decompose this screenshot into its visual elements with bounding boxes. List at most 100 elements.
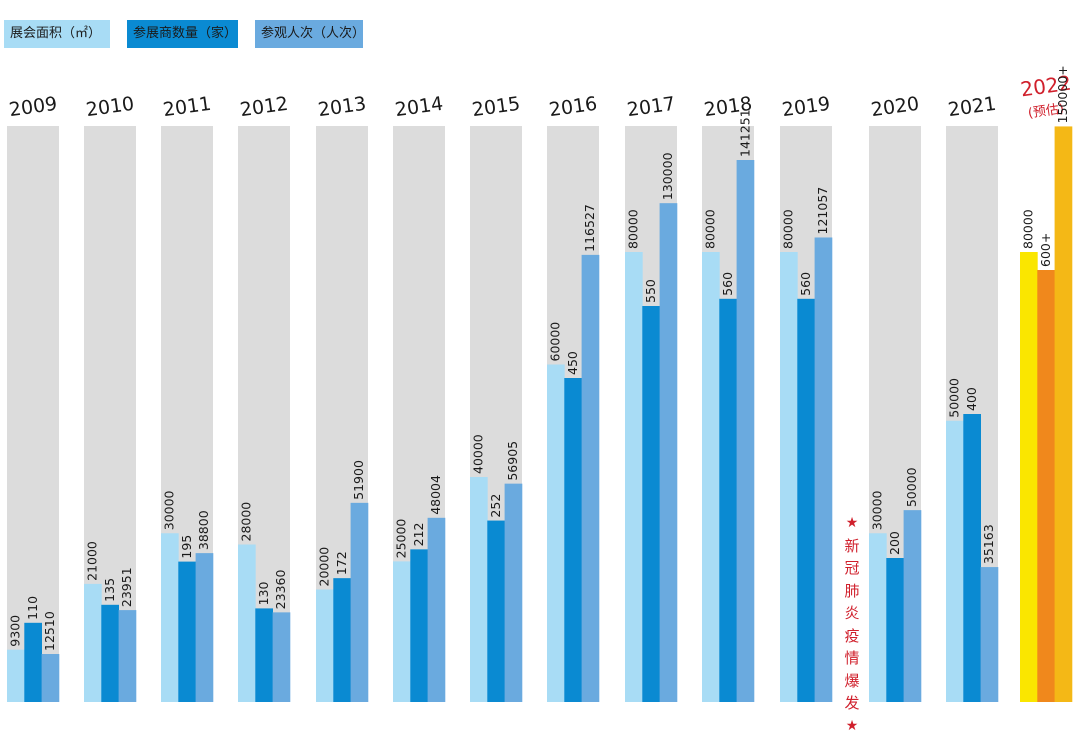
bar: [564, 378, 582, 702]
bar: [333, 578, 351, 702]
data-label: 141251: [737, 109, 752, 157]
data-label: 80000: [703, 209, 718, 249]
bar: [505, 484, 523, 702]
bar: [737, 160, 755, 702]
year-label: 2015: [471, 93, 522, 122]
year-label: 2020: [870, 93, 921, 122]
data-label: 200: [887, 531, 902, 555]
bar: [7, 650, 25, 702]
bar: [487, 521, 505, 702]
data-label: 50000: [904, 467, 919, 507]
bar: [904, 510, 922, 702]
note-char: 疫: [842, 625, 862, 648]
data-label: 50000: [947, 378, 962, 418]
bar: [238, 545, 256, 703]
data-label: 80000: [626, 209, 641, 249]
bar: [410, 549, 428, 702]
data-label: 40000: [471, 434, 486, 474]
bar: [351, 503, 369, 702]
year-label: 2013: [317, 93, 368, 122]
data-label: 12510: [42, 611, 57, 651]
data-label: 212: [411, 523, 426, 547]
bar: [1055, 126, 1073, 702]
bar: [582, 255, 600, 702]
bar: [946, 421, 964, 702]
data-label: 400: [964, 387, 979, 411]
bar: [702, 252, 720, 702]
data-label: 38800: [196, 510, 211, 550]
year-label: 2014: [394, 93, 445, 122]
year-label: 2021: [947, 93, 998, 122]
data-label: 56905: [505, 441, 520, 481]
data-label: 80000: [1021, 209, 1036, 249]
bar: [84, 584, 102, 702]
data-label: 23951: [119, 567, 134, 607]
bar: [273, 612, 291, 702]
data-label: 28000: [239, 502, 254, 542]
bar: [660, 203, 678, 702]
bar: [886, 558, 904, 702]
data-label: 51900: [351, 460, 366, 500]
bar: [547, 365, 565, 703]
star-icon: ★: [842, 512, 862, 535]
data-label: 30000: [870, 490, 885, 530]
bar: [178, 562, 196, 702]
data-label: 60000: [548, 322, 563, 362]
bar: [316, 590, 334, 703]
bar: [1037, 270, 1055, 702]
bar: [869, 533, 887, 702]
data-label: 600+: [1038, 233, 1053, 267]
bar: [963, 414, 981, 702]
bar: [642, 306, 660, 702]
data-label: 9300: [8, 615, 23, 647]
bar: [797, 299, 815, 702]
data-label: 252: [488, 494, 503, 518]
note-char: 肺: [842, 580, 862, 603]
data-label: 195: [179, 535, 194, 559]
year-label: 2019: [781, 93, 832, 122]
note-char: 发: [842, 692, 862, 715]
bar: [161, 533, 179, 702]
data-label: 21000: [85, 541, 100, 581]
bar: [196, 553, 214, 702]
star-icon: ★: [842, 715, 862, 737]
bar: [625, 252, 643, 702]
data-label: 172: [334, 551, 349, 575]
year-label: 2010: [85, 93, 136, 122]
bar: [255, 608, 273, 702]
data-label: 25000: [394, 519, 409, 559]
data-label: 80000: [781, 209, 796, 249]
data-label: 150000+: [1055, 65, 1070, 123]
data-label: 130: [256, 581, 271, 605]
note-char: 冠: [842, 557, 862, 580]
bar: [1020, 252, 1038, 702]
data-label: 560: [720, 272, 735, 296]
bar: [119, 610, 137, 702]
year-label: 2012: [239, 93, 290, 122]
data-label: 121057: [815, 187, 830, 235]
covid-note: ★ 新 冠 肺 炎 疫 情 爆 发 ★: [842, 512, 862, 737]
data-label: 20000: [317, 547, 332, 587]
data-label: 23360: [273, 570, 288, 610]
data-label: 30000: [162, 490, 177, 530]
data-label: 560: [798, 272, 813, 296]
bar: [24, 623, 42, 702]
bar: [42, 654, 60, 702]
note-char: 情: [842, 647, 862, 670]
note-char: 爆: [842, 670, 862, 693]
year-label: 2017: [626, 93, 677, 122]
data-label: 130000: [660, 152, 675, 200]
bar: [815, 237, 833, 702]
bar: [101, 605, 119, 702]
bar: [470, 477, 488, 702]
bar: [428, 518, 446, 702]
year-label: 2016: [548, 93, 599, 122]
data-label: 450: [565, 351, 580, 375]
bar: [981, 567, 999, 702]
bar: [393, 561, 411, 702]
data-label: 116527: [582, 204, 597, 252]
year-label: 2009: [8, 93, 59, 122]
data-label: 110: [25, 596, 40, 620]
bar: [719, 299, 737, 702]
